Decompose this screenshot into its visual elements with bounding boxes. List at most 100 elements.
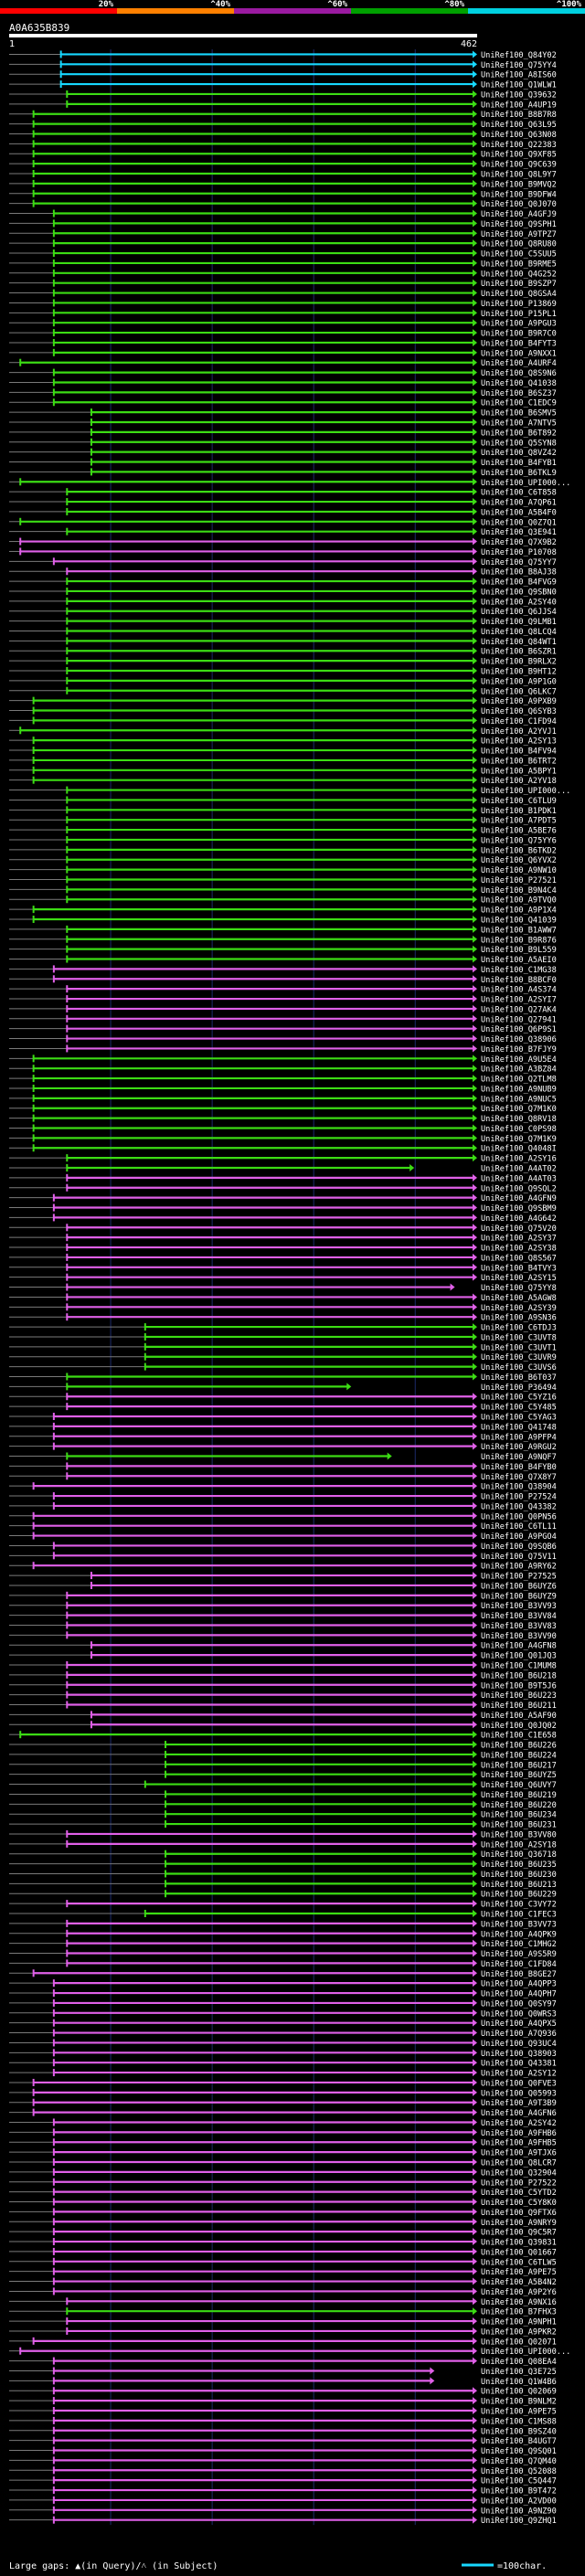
hit-label[interactable]: UniRef100_A2SY39 xyxy=(481,1304,557,1313)
hit-label[interactable]: UniRef100_B3VV73 xyxy=(481,1920,557,1929)
hit-label[interactable]: UniRef100_C3UVR9 xyxy=(481,1353,557,1362)
hit-label[interactable]: UniRef100_A4G642 xyxy=(481,1214,557,1224)
hit-label[interactable]: UniRef100_Q3E725 xyxy=(481,2368,557,2377)
hit-label[interactable]: UniRef100_Q32904 xyxy=(481,2168,557,2178)
hit-label[interactable]: UniRef100_Q8LCR7 xyxy=(481,2159,557,2168)
hit-label[interactable]: UniRef100_Q02069 xyxy=(481,2388,557,2397)
hit-label[interactable]: UniRef100_Q43381 xyxy=(481,2060,557,2069)
hit-label[interactable]: UniRef100_Q4048I xyxy=(481,1145,557,1154)
hit-label[interactable]: UniRef100_Q52088 xyxy=(481,2467,557,2476)
hit-label[interactable]: UniRef100_A9S5R9 xyxy=(481,1950,557,1959)
hit-label[interactable]: UniRef100_B4FVG9 xyxy=(481,578,557,588)
hit-label[interactable]: UniRef100_Q1W4B6 xyxy=(481,2378,557,2387)
hit-label[interactable]: UniRef100_P27525 xyxy=(481,1573,557,1582)
hit-label[interactable]: UniRef100_B9NLM2 xyxy=(481,2398,557,2407)
hit-label[interactable]: UniRef100_B6U217 xyxy=(481,1761,557,1770)
hit-label[interactable]: UniRef100_P13869 xyxy=(481,300,557,309)
hit-label[interactable]: UniRef100_Q6SYB3 xyxy=(481,707,557,716)
hit-label[interactable]: UniRef100_A4QPH7 xyxy=(481,1990,557,1999)
hit-label[interactable]: UniRef100_A9NQF7 xyxy=(481,1453,557,1462)
hit-label[interactable]: UniRef100_Q9C639 xyxy=(481,161,557,170)
hit-label[interactable]: UniRef100_C1MG38 xyxy=(481,966,557,975)
hit-label[interactable]: UniRef100_Q08EA4 xyxy=(481,2358,557,2367)
hit-label[interactable]: UniRef100_C3UVT1 xyxy=(481,1343,557,1352)
hit-label[interactable]: UniRef100_Q6P9S1 xyxy=(481,1025,557,1034)
hit-label[interactable]: UniRef100_A4GFN9 xyxy=(481,1194,557,1203)
hit-label[interactable]: UniRef100_Q75YY8 xyxy=(481,1284,557,1293)
hit-label[interactable]: UniRef100_P36494 xyxy=(481,1383,557,1393)
hit-label[interactable]: UniRef100_A2SYI7 xyxy=(481,996,557,1005)
hit-label[interactable]: UniRef100_A9NX16 xyxy=(481,2298,557,2307)
hit-label[interactable]: UniRef100_Q41039 xyxy=(481,917,557,926)
hit-label[interactable]: UniRef100_C1MHG2 xyxy=(481,1940,557,1949)
hit-label[interactable]: UniRef100_Q9XF85 xyxy=(481,151,557,160)
hit-label[interactable]: UniRef100_Q39831 xyxy=(481,2239,557,2248)
hit-label[interactable]: UniRef100_A5B4F0 xyxy=(481,508,557,517)
hit-label[interactable]: UniRef100_A2SY13 xyxy=(481,737,557,747)
hit-label[interactable]: UniRef100_B3VV80 xyxy=(481,1830,557,1839)
hit-label[interactable]: UniRef100_Q0PN56 xyxy=(481,1512,557,1521)
hit-label[interactable]: UniRef100_B8AJ38 xyxy=(481,568,557,578)
hit-label[interactable]: UniRef100_C5Q447 xyxy=(481,2477,557,2486)
hit-label[interactable]: UniRef100_Q0JQ02 xyxy=(481,1722,557,1731)
hit-label[interactable]: UniRef100_B6U235 xyxy=(481,1860,557,1870)
hit-label[interactable]: UniRef100_Q75V11 xyxy=(481,1553,557,1562)
hit-label[interactable]: UniRef100_B3VV83 xyxy=(481,1622,557,1631)
hit-label[interactable]: UniRef100_B9SZ40 xyxy=(481,2427,557,2436)
hit-label[interactable]: UniRef100_B7FJY9 xyxy=(481,1045,557,1055)
hit-label[interactable]: UniRef100_Q9SBN0 xyxy=(481,588,557,597)
hit-label[interactable]: UniRef100_A4QPP3 xyxy=(481,1980,557,1989)
hit-label[interactable]: UniRef100_C1FD94 xyxy=(481,717,557,726)
hit-label[interactable]: UniRef100_P27521 xyxy=(481,876,557,885)
hit-label[interactable]: UniRef100_Q9SPH1 xyxy=(481,220,557,229)
hit-label[interactable]: UniRef100_A2SY38 xyxy=(481,1245,557,1254)
hit-label[interactable]: UniRef100_Q38906 xyxy=(481,1035,557,1044)
hit-label[interactable]: UniRef100_C1MS88 xyxy=(481,2417,557,2426)
hit-label[interactable]: UniRef100_A4GFN6 xyxy=(481,2109,557,2118)
hit-label[interactable]: UniRef100_B6U226 xyxy=(481,1742,557,1751)
hit-label[interactable]: UniRef100_B9T5J6 xyxy=(481,1681,557,1691)
hit-label[interactable]: UniRef100_C6T858 xyxy=(481,489,557,498)
hit-label[interactable]: UniRef100_A4UP19 xyxy=(481,101,557,110)
hit-label[interactable]: UniRef100_C5YTD2 xyxy=(481,2189,557,2198)
hit-label[interactable]: UniRef100_Q84Y02 xyxy=(481,51,557,60)
hit-label[interactable]: UniRef100_Q0Z7Q1 xyxy=(481,518,557,527)
hit-label[interactable]: UniRef100_A4AT02 xyxy=(481,1165,557,1174)
hit-label[interactable]: UniRef100_Q0J070 xyxy=(481,200,557,209)
hit-label[interactable]: UniRef100_Q63N08 xyxy=(481,131,557,140)
hit-label[interactable]: UniRef100_B1PDK1 xyxy=(481,807,557,816)
hit-label[interactable]: UniRef100_B3VV93 xyxy=(481,1602,557,1611)
hit-label[interactable]: UniRef100_C6TDJ3 xyxy=(481,1324,557,1333)
hit-label[interactable]: UniRef100_C3UVS6 xyxy=(481,1363,557,1373)
hit-label[interactable]: UniRef100_B8GE27 xyxy=(481,1970,557,1979)
hit-label[interactable]: UniRef100_B9L559 xyxy=(481,946,557,955)
hit-label[interactable]: UniRef100_B9R876 xyxy=(481,936,557,945)
hit-label[interactable]: UniRef100_P15PL1 xyxy=(481,310,557,319)
hit-label[interactable]: UniRef100_Q39632 xyxy=(481,90,557,100)
hit-label[interactable]: UniRef100_A2VD00 xyxy=(481,2496,557,2506)
hit-label[interactable]: UniRef100_Q9C5R7 xyxy=(481,2229,557,2238)
hit-label[interactable]: UniRef100_A9NPH1 xyxy=(481,2318,557,2327)
hit-label[interactable]: UniRef100_Q63L95 xyxy=(481,121,557,130)
hit-label[interactable]: UniRef100_A9PKR2 xyxy=(481,2327,557,2337)
hit-label[interactable]: UniRef100_Q9ZHQ1 xyxy=(481,2517,557,2526)
hit-label[interactable]: UniRef100_Q9SQB6 xyxy=(481,1542,557,1552)
hit-label[interactable]: UniRef100_A9NUC5 xyxy=(481,1095,557,1104)
hit-label[interactable]: UniRef100_Q8RU80 xyxy=(481,240,557,249)
hit-label[interactable]: UniRef100_Q6UVY7 xyxy=(481,1781,557,1790)
hit-label[interactable]: UniRef100_B6TRT2 xyxy=(481,757,557,766)
hit-label[interactable]: UniRef100_A5AF90 xyxy=(481,1712,557,1721)
hit-label[interactable]: UniRef100_A3BZ84 xyxy=(481,1065,557,1075)
hit-label[interactable]: UniRef100_B3VV90 xyxy=(481,1632,557,1641)
hit-label[interactable]: UniRef100_Q8L9Y7 xyxy=(481,171,557,180)
hit-label[interactable]: UniRef100_Q0WRS3 xyxy=(481,2009,557,2019)
hit-label[interactable]: UniRef100_A8IS60 xyxy=(481,71,557,80)
hit-label[interactable]: UniRef100_C6TLW5 xyxy=(481,2258,557,2267)
hit-label[interactable]: UniRef100_Q2TLM8 xyxy=(481,1076,557,1085)
hit-label[interactable]: UniRef100_A2SY16 xyxy=(481,1155,557,1164)
hit-label[interactable]: UniRef100_UPI000... xyxy=(481,787,570,796)
hit-label[interactable]: UniRef100_A7PDT5 xyxy=(481,817,557,826)
hit-label[interactable]: UniRef100_C3UVT8 xyxy=(481,1333,557,1342)
hit-label[interactable]: UniRef100_P27524 xyxy=(481,1493,557,1502)
hit-label[interactable]: UniRef100_A5BE76 xyxy=(481,827,557,836)
